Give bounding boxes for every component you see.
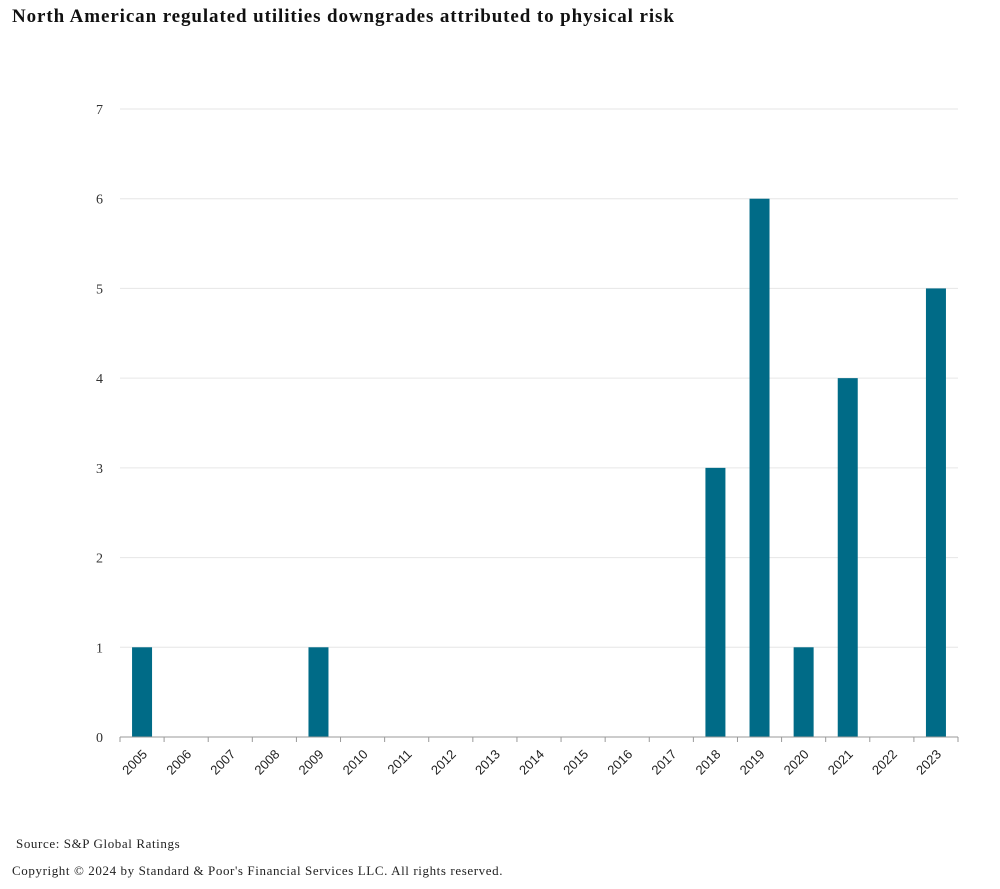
x-tick-label: 2018 — [692, 747, 723, 778]
x-tick-label: 2006 — [163, 747, 194, 778]
x-tick-label: 2010 — [340, 747, 371, 778]
x-tick-label: 2022 — [869, 747, 900, 778]
y-tick-label: 5 — [96, 282, 103, 297]
chart-title: North American regulated utilities downg… — [12, 6, 675, 27]
y-axis-ticks: 0 1 2 3 4 5 6 7 — [96, 103, 103, 746]
y-tick-label: 6 — [96, 193, 103, 208]
x-tick-label: 2009 — [296, 747, 327, 778]
bar-2020 — [793, 647, 814, 737]
x-tick-label: 2013 — [472, 747, 503, 778]
bar-chart: 0 1 2 3 4 5 6 7 2005 2006 2007 2008 2009 2010 2011 201… — [96, 103, 959, 778]
y-tick-label: 3 — [96, 462, 103, 477]
bar-2005 — [132, 647, 153, 737]
y-tick-label: 4 — [96, 372, 103, 387]
y-tick-label: 2 — [96, 552, 103, 567]
bars — [132, 198, 946, 737]
bar-2018 — [705, 467, 726, 737]
x-tick-label: 2019 — [737, 747, 768, 778]
x-axis-ticks: 2005 2006 2007 2008 2009 2010 2011 2012 2013 2014… — [119, 747, 944, 778]
y-tick-label: 0 — [96, 731, 103, 746]
y-tick-label: 1 — [96, 641, 103, 656]
bar-2021 — [837, 378, 858, 737]
x-axis — [119, 736, 959, 742]
source-note: Source: S&P Global Ratings — [16, 836, 181, 851]
bar-2019 — [749, 198, 770, 737]
x-tick-label: 2016 — [604, 747, 635, 778]
x-tick-label: 2007 — [207, 747, 238, 778]
x-tick-label: 2020 — [781, 747, 812, 778]
bar-2009 — [308, 647, 329, 737]
bar-2023 — [925, 288, 946, 737]
copyright-note: Copyright © 2024 by Standard & Poor's Fi… — [12, 863, 504, 878]
x-tick-label: 2017 — [648, 747, 679, 778]
x-tick-label: 2023 — [913, 747, 944, 778]
x-tick-label: 2011 — [384, 747, 414, 777]
x-tick-label: 2005 — [119, 747, 150, 778]
x-tick-label: 2008 — [251, 747, 282, 778]
x-tick-label: 2012 — [428, 747, 459, 778]
gridlines — [120, 108, 958, 648]
x-tick-label: 2015 — [560, 747, 591, 778]
x-tick-label: 2014 — [516, 747, 547, 778]
x-tick-label: 2021 — [825, 747, 856, 778]
y-tick-label: 7 — [96, 103, 103, 118]
